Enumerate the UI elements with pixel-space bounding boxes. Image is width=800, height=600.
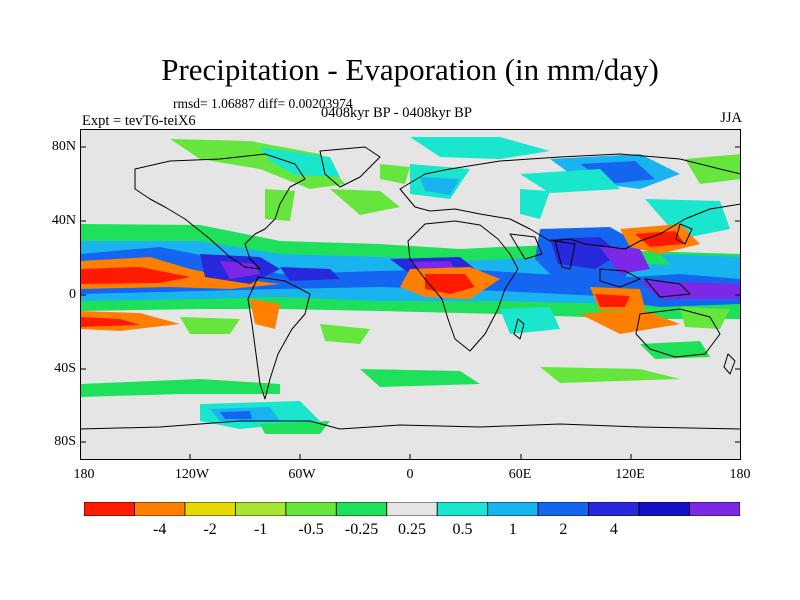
- colorbar-tick-label: 4: [609, 521, 618, 538]
- colorbar-swatch: [487, 502, 539, 516]
- lon-label-60e: 60E: [508, 467, 532, 482]
- colorbar-tick-label: 0.25: [398, 521, 426, 538]
- colorbar-tick-label: -2: [203, 521, 217, 538]
- lon-label-120e: 120E: [615, 467, 645, 482]
- lon-label-60w: 60W: [288, 467, 316, 482]
- colorbar-swatch: [386, 502, 438, 516]
- colorbar-tick-label: -1: [253, 521, 268, 538]
- lon-label-0: 0: [406, 467, 414, 482]
- colorbar-tick-label: -4: [153, 521, 167, 538]
- colorbar-swatch: [638, 502, 690, 516]
- map-frame: [80, 129, 741, 460]
- colorbar-tick-label: -0.5: [298, 521, 324, 538]
- lat-label-0: 0: [69, 287, 76, 302]
- lon-label-120w: 120W: [174, 467, 210, 482]
- coastlines: [80, 146, 741, 430]
- experiment-label: Expt = tevT6-teiX6: [82, 113, 196, 129]
- colorbar-tick-label: 1: [508, 521, 517, 538]
- colorbar-swatch: [134, 502, 186, 516]
- colorbar-swatch: [588, 502, 640, 516]
- colorbar-tick-label: 2: [559, 521, 568, 538]
- colorbar-swatch: [84, 502, 135, 516]
- lat-label-80n: 80N: [51, 139, 76, 154]
- colorbar-swatch: [436, 502, 489, 516]
- colorbar-swatch: [335, 502, 388, 516]
- stats-text: rmsd= 1.06887 diff= 0.00203974: [173, 96, 353, 111]
- colorbar-swatch: [689, 502, 740, 516]
- colorbar-swatch: [537, 502, 590, 516]
- map-panel: [80, 129, 741, 460]
- colorbar-swatch: [184, 502, 236, 516]
- lat-label-40s: 40S: [54, 361, 76, 376]
- lon-label-180e: 180: [729, 467, 751, 482]
- colorbar: [84, 502, 740, 516]
- period-label: 0408kyr BP - 0408kyr BP: [321, 105, 472, 121]
- lat-label-80s: 80S: [54, 434, 76, 449]
- map-title: Precipitation - Evaporation (in mm/day): [161, 52, 659, 87]
- pe-field: [80, 137, 741, 434]
- colorbar-tick-label: 0.5: [452, 521, 473, 538]
- colorbar-tick-label: -0.25: [344, 521, 379, 538]
- season-label: JJA: [720, 110, 742, 126]
- colorbar-swatch: [234, 502, 287, 516]
- lat-label-40n: 40N: [51, 213, 76, 228]
- colorbar-swatch: [285, 502, 337, 516]
- lon-label-180w: 180: [73, 467, 95, 482]
